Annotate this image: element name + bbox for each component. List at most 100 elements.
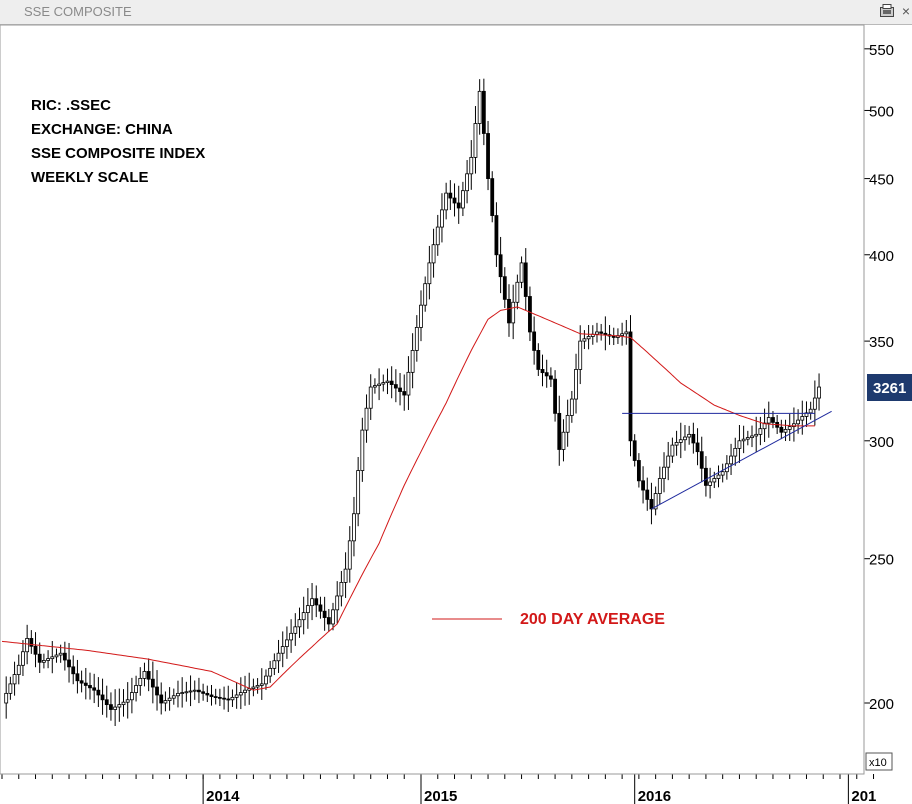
candle-body <box>469 156 474 175</box>
window-title: SSE COMPOSITE <box>24 4 132 19</box>
close-icon[interactable]: × <box>901 3 910 19</box>
price-tag <box>867 374 912 401</box>
candle-body <box>808 408 813 414</box>
candle-body <box>507 298 511 324</box>
candle-body <box>762 422 767 430</box>
candle-body <box>318 604 323 612</box>
candle-body <box>704 467 708 486</box>
candle-body <box>4 692 9 704</box>
support-trendline <box>651 410 832 510</box>
candle-body <box>670 444 675 457</box>
candle-body <box>641 480 645 491</box>
candle-body <box>71 666 76 675</box>
candle-body <box>431 244 436 264</box>
candle-body <box>37 653 42 663</box>
candle-body <box>104 699 109 706</box>
candle-body <box>603 332 608 336</box>
candle-body <box>238 692 243 696</box>
candle-body <box>42 660 46 663</box>
candle-body <box>796 419 800 425</box>
candle-body <box>243 689 247 693</box>
candle-body <box>264 675 268 685</box>
y-tick-label: 200 <box>869 696 894 713</box>
candle-body <box>217 696 222 699</box>
candle-body <box>733 447 738 457</box>
candle-body <box>163 700 168 704</box>
candle-body <box>83 682 88 686</box>
candle-body <box>511 301 516 324</box>
candle-body <box>192 689 197 692</box>
candle-body <box>452 197 457 204</box>
candle-body <box>532 331 537 351</box>
candle-body <box>817 386 821 399</box>
candle-body <box>649 499 654 510</box>
candle-body <box>523 262 528 297</box>
candle-body <box>155 686 159 696</box>
candle-body <box>812 397 817 410</box>
candle-body <box>272 660 277 669</box>
y-axis: 550 500 450 400 350 300 250 200 <box>864 42 894 713</box>
annotation-ric: RIC: .SSEC <box>31 97 111 114</box>
candle-body <box>176 692 180 697</box>
candle-body <box>268 667 273 677</box>
candle-body <box>729 455 733 465</box>
candle-body <box>205 692 210 696</box>
candle-body <box>314 598 319 606</box>
candle-body <box>322 610 327 618</box>
candle-body <box>280 646 285 654</box>
ma-line <box>1 306 815 691</box>
candle-body <box>494 215 499 256</box>
candle-body <box>92 687 97 691</box>
candle-body <box>528 296 532 333</box>
candle-body <box>393 384 398 389</box>
candle-body <box>540 369 545 374</box>
candle-body <box>444 192 449 211</box>
candle-body <box>460 190 465 209</box>
candle-body <box>255 685 260 688</box>
candle-body <box>456 202 461 209</box>
candle-body <box>536 350 541 370</box>
candle-body <box>804 412 809 417</box>
y-tick-label: 400 <box>869 248 894 265</box>
candle-body <box>750 435 754 438</box>
candle-body <box>197 689 201 693</box>
candle-body <box>708 481 713 486</box>
candle-body <box>657 478 662 494</box>
annotation-exchange: EXCHANGE: CHINA <box>31 121 173 138</box>
candle-body <box>276 652 281 662</box>
candle-body <box>687 433 692 438</box>
candle-body <box>766 417 771 424</box>
candle-body <box>213 696 218 698</box>
candle-body <box>389 380 394 385</box>
candle-body <box>180 692 185 694</box>
candle-body <box>79 680 84 684</box>
candle-body <box>473 123 478 158</box>
y-tick-label: 300 <box>869 434 894 451</box>
candle-body <box>150 678 155 688</box>
candle-body <box>113 706 118 710</box>
x-tick-label: 201 <box>851 788 876 804</box>
annotation-scale: WEEKLY SCALE <box>31 169 149 186</box>
axis-multiplier: x10 <box>869 757 887 769</box>
candle-body <box>331 609 335 625</box>
candle-body <box>125 699 130 703</box>
candle-body <box>674 442 679 446</box>
candle-body <box>33 645 38 655</box>
export-icon[interactable] <box>880 4 894 17</box>
candle-body <box>779 426 784 433</box>
candle-body <box>171 695 176 699</box>
candle-body <box>50 656 55 660</box>
candle-body <box>754 433 759 437</box>
candle-body <box>574 369 578 400</box>
candle-body <box>557 412 562 450</box>
candle-body <box>578 340 583 370</box>
candle-body <box>46 658 50 661</box>
x-tick-label: 2016 <box>638 788 671 804</box>
candles <box>4 78 821 727</box>
annotation-block: RIC: .SSEC EXCHANGE: CHINA SSE COMPOSITE… <box>31 97 205 186</box>
candle-body <box>146 671 151 680</box>
candle-body <box>25 638 30 653</box>
y-tick-label: 500 <box>869 103 894 120</box>
candle-body <box>368 386 373 409</box>
